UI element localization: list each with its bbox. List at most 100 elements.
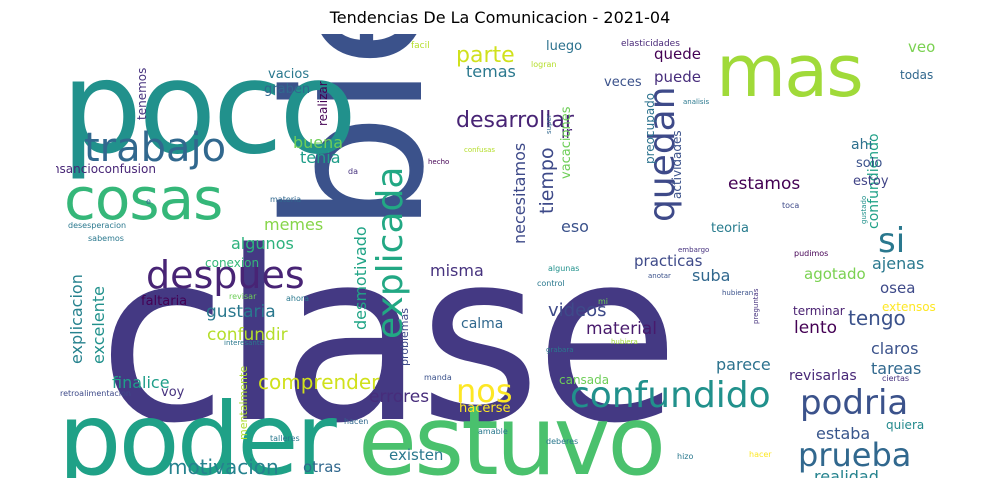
word-luego: luego (546, 39, 582, 54)
word-small-hacer: hacer (749, 450, 772, 459)
word-ahi: ahi (851, 137, 872, 153)
word-small-confusas: confusas (464, 146, 495, 154)
word-vacaciones: vacaciones (559, 106, 574, 179)
word-small-ahora: ahora (286, 294, 309, 303)
word-terminar: terminar (793, 304, 845, 318)
word-small-deberes: deberes (546, 437, 578, 446)
word-small-toca: toca (782, 201, 799, 210)
chart-title: Tendencias De La Comunicacion - 2021-04 (329, 8, 671, 27)
word-lento: lento (794, 318, 837, 338)
word-videos: videos (548, 300, 607, 321)
word-tenia: tenia (300, 148, 341, 167)
word-veo: veo (908, 38, 935, 56)
word-material: material (586, 319, 657, 339)
word-small-algunas: algunas (548, 264, 579, 273)
word-cansancioconfusion: cansancioconfusion (56, 162, 156, 176)
word-nos: nos (456, 372, 513, 410)
word-si: si (878, 221, 905, 261)
word-small-hecho: hecho (428, 158, 449, 166)
word-small-manda: manda (424, 373, 452, 382)
word-teoria: teoria (711, 221, 749, 236)
word-confundiendo: confundiendo (866, 133, 882, 229)
word-poco: poco (61, 34, 353, 183)
word-finalice: finalice (112, 373, 170, 392)
word-memes: memes (264, 215, 323, 234)
word-osea: osea (880, 279, 915, 297)
word-small-retroalimentacion: retroalimentacion (60, 389, 131, 398)
word-tareas: tareas (871, 359, 921, 378)
word-estoy: estoy (853, 174, 889, 189)
word-preocupado: preocupado (643, 93, 657, 164)
word-small-e: e (146, 197, 151, 206)
word-veces: veces (604, 75, 642, 90)
word-small-sabemos: sabemos (88, 234, 124, 243)
word-graben: graben (264, 82, 310, 97)
word-small-hacen: hacen (344, 417, 368, 426)
word-buena: buena (293, 133, 343, 152)
word-cosas: cosas (64, 165, 222, 233)
word-small-interesante: interesante (224, 339, 264, 347)
word-estamos: estamos (728, 174, 800, 194)
word-desarrollar: desarrollar (456, 108, 575, 133)
word-gustaria: gustaria (206, 302, 276, 322)
word-small-pudimos: pudimos (794, 249, 828, 258)
word-motivacion: motivacion (168, 455, 279, 478)
word-tiempo: tiempo (536, 147, 558, 214)
word-small-anotar: anotar (648, 272, 671, 280)
word-revisarlas: revisarlas (789, 368, 857, 384)
word-trabajo: trabajo (84, 125, 226, 171)
word-practicas: practicas (634, 252, 703, 270)
word-voy: voy (161, 385, 185, 400)
word-parte: parte (456, 43, 515, 68)
word-realizar: realizar (316, 81, 330, 126)
word-otras: otras (303, 458, 341, 476)
word-cansada: cansada (559, 373, 609, 387)
word-necesitamos: necesitamos (510, 143, 529, 244)
word-puede: puede (654, 68, 701, 86)
word-small-hizo: hizo (677, 452, 693, 461)
word-small-gustado: gustado (860, 196, 868, 224)
word-bien: bien (245, 34, 466, 234)
word-misma: misma (430, 261, 484, 280)
word-estaba: estaba (816, 424, 870, 443)
word-conexion: conexion (205, 256, 259, 270)
word-quedan: quedan (642, 86, 683, 222)
word-despues: despues (146, 253, 305, 297)
word-small-analisis: analisis (683, 98, 709, 106)
word-agotado: agotado (804, 265, 866, 283)
word-vacios: vacios (268, 67, 309, 82)
word-confundir: confundir (207, 325, 288, 345)
word-mas: mas (716, 34, 862, 113)
word-mentalmente: mentalmente (237, 366, 250, 440)
word-small-embargo: embargo (678, 246, 709, 254)
word-claros: claros (871, 339, 918, 358)
word-hacerse: hacerse (459, 401, 510, 416)
word-small-amable: amable (478, 427, 508, 436)
word-small-preguntas: preguntas (752, 288, 760, 324)
word-eso: eso (561, 217, 589, 236)
word-clase: clase (98, 202, 674, 475)
word-calma: calma (461, 316, 503, 332)
word-small-materia: materia (270, 195, 301, 204)
word-algunos: algunos (231, 234, 294, 253)
word-todas: todas (900, 68, 933, 82)
word-podria: podria (800, 383, 908, 423)
word-small-talleres: talleres (270, 434, 300, 443)
word-small-logran: logran (531, 60, 556, 69)
word-tengo: tengo (848, 306, 906, 330)
word-small-desesperacion: desesperacion (68, 221, 126, 230)
word-solo: solo (856, 156, 882, 171)
word-comprender: comprender (258, 370, 380, 394)
word-small-grabara: grabara (546, 346, 574, 354)
word-small-control: control (537, 279, 565, 288)
word-ajenas: ajenas (872, 254, 924, 273)
word-explicacion: explicacion (67, 274, 86, 364)
word-small-ciertas: ciertas (882, 374, 909, 383)
word-suba: suba (692, 266, 730, 285)
word-tenemos: tenemos (135, 68, 149, 120)
word-desmotivado: desmotivado (351, 226, 370, 330)
word-parece: parece (716, 355, 771, 374)
word-small-mi: mi (598, 297, 608, 306)
word-small-da: da (348, 167, 358, 176)
